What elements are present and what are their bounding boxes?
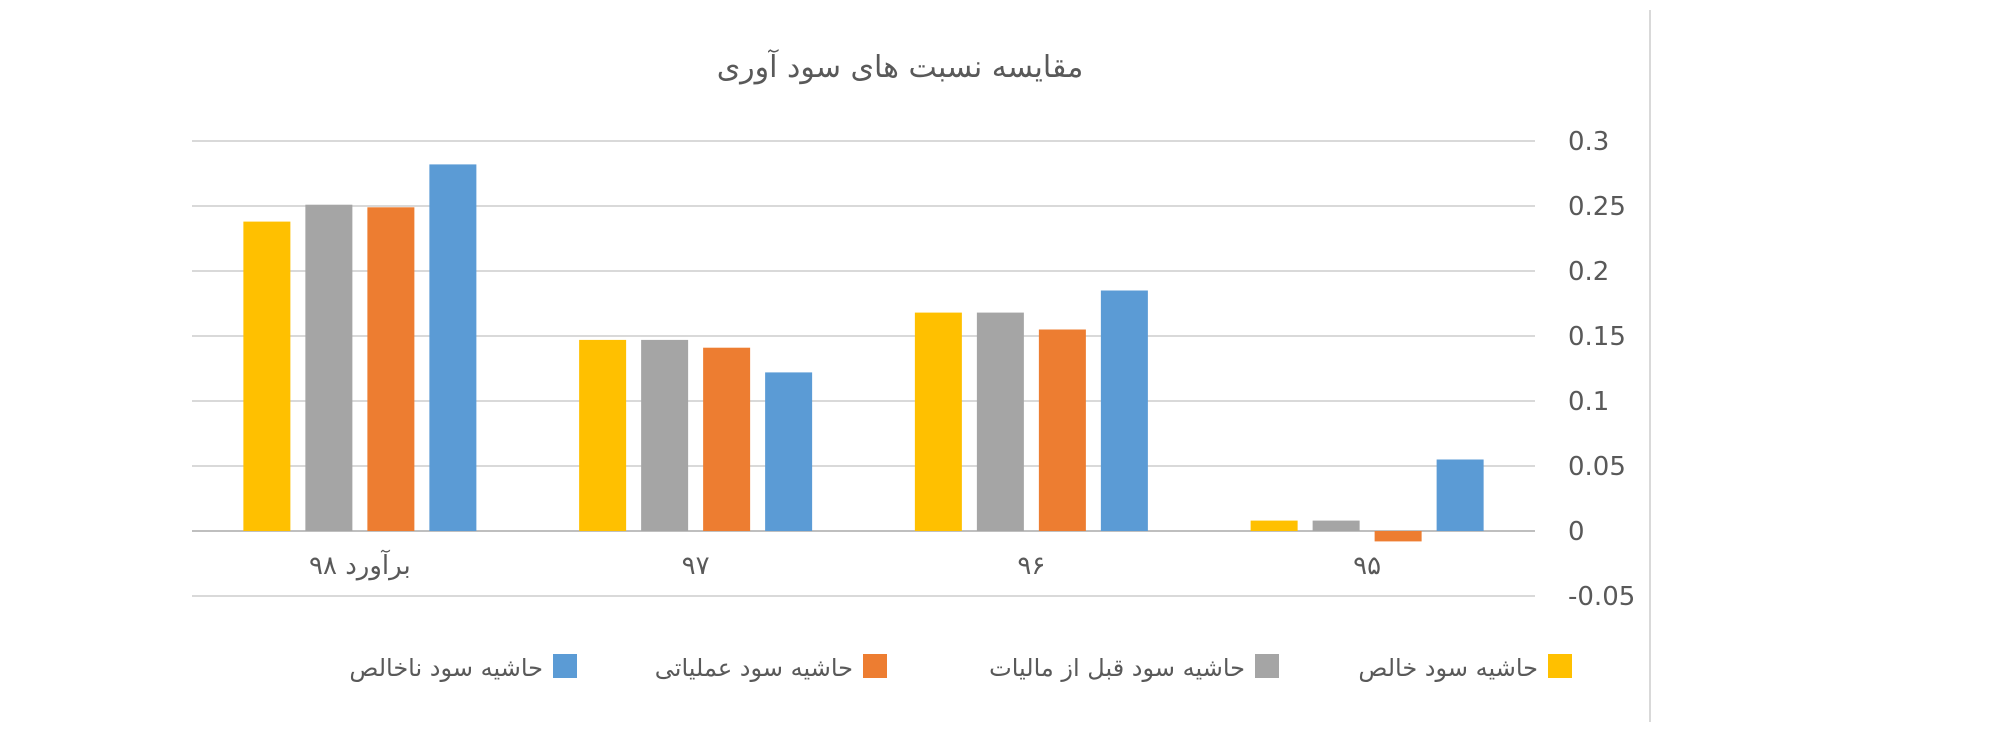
y-axis: 0.3 0.25 0.2 0.15 0.1 0.05 0 -0.05 (1568, 127, 1635, 612)
legend-label: حاشیه سود خالص (1358, 654, 1538, 682)
bar (703, 347, 751, 531)
bar (1312, 520, 1360, 531)
legend: حاشیه سود خالص حاشیه سود قبل از مالیات حاش… (349, 654, 1572, 682)
bar (579, 339, 627, 531)
x-category-label: ۹۵ (1353, 551, 1381, 581)
bar (1100, 290, 1148, 531)
bar (243, 221, 291, 531)
y-tick-label: -0.05 (1568, 582, 1635, 612)
y-tick-label: 0.2 (1568, 257, 1609, 287)
bar (641, 339, 689, 531)
bar (765, 372, 813, 531)
legend-swatch (553, 654, 577, 678)
y-tick-label: 0.05 (1568, 452, 1626, 482)
y-tick-label: 0.25 (1568, 192, 1626, 222)
gridlines (192, 140, 1535, 597)
bar (429, 164, 477, 531)
legend-swatch (1255, 654, 1279, 678)
bars (243, 164, 1484, 542)
y-tick-label: 0 (1568, 517, 1585, 547)
x-category-label: ۹۷ (682, 551, 710, 581)
y-tick-label: 0.15 (1568, 322, 1626, 352)
legend-label: حاشیه سود قبل از مالیات (989, 654, 1245, 682)
bar (1038, 329, 1086, 531)
legend-swatch (863, 654, 887, 678)
bar (1250, 520, 1298, 531)
bar (914, 312, 962, 531)
chart-title: مقایسه نسبت های سود آوری (717, 49, 1084, 85)
y-tick-label: 0.3 (1568, 127, 1609, 157)
bar (305, 204, 353, 531)
x-axis: ۹۵ ۹۶ ۹۷ برآورد ۹۸ (309, 549, 1381, 581)
x-category-label: برآورد ۹۸ (309, 549, 411, 581)
legend-swatch (1548, 654, 1572, 678)
legend-label: حاشیه سود ناخالص (349, 654, 543, 682)
bar (976, 312, 1024, 531)
bar (1374, 531, 1422, 542)
legend-label: حاشیه سود عملیاتی (655, 654, 853, 682)
bar (1436, 459, 1484, 531)
y-tick-label: 0.1 (1568, 387, 1609, 417)
bar (367, 207, 415, 532)
x-category-label: ۹۶ (1017, 551, 1045, 581)
